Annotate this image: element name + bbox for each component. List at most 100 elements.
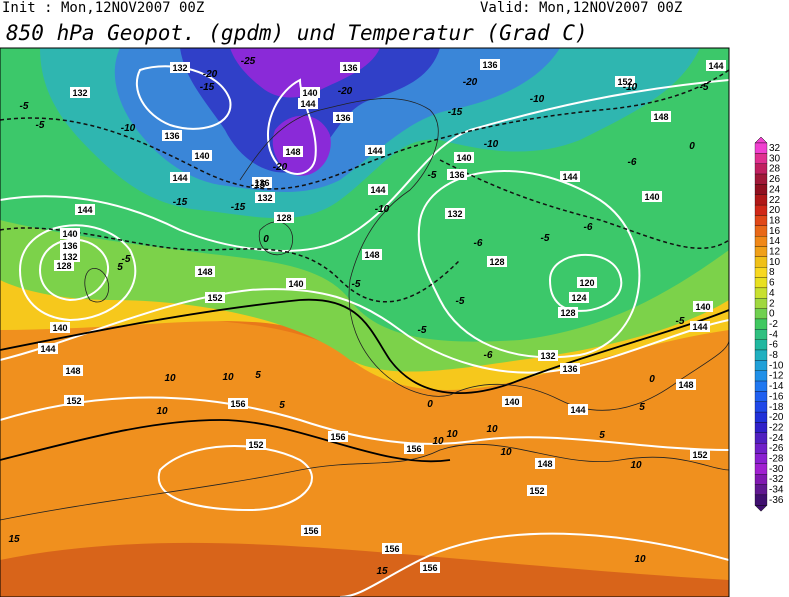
colorbar-label: -10 bbox=[769, 360, 784, 371]
colorbar-cell bbox=[754, 360, 768, 371]
colorbar-cell bbox=[754, 277, 768, 289]
temperature-label: -20 bbox=[273, 162, 288, 173]
geopotential-label: 148 bbox=[653, 112, 668, 122]
colorbar-cell bbox=[754, 225, 768, 237]
label-box bbox=[535, 458, 555, 469]
label-box bbox=[569, 292, 589, 303]
geopotential-label: 156 bbox=[422, 563, 437, 573]
temperature-label: -15 bbox=[448, 107, 463, 118]
colorbar-cell bbox=[754, 432, 768, 444]
colorbar-cell bbox=[754, 401, 768, 413]
temperature-label: -10 bbox=[530, 94, 545, 105]
label-box bbox=[75, 204, 95, 215]
label-box bbox=[480, 59, 500, 70]
geopotential-label: 156 bbox=[330, 432, 345, 442]
colorbar-label: 24 bbox=[769, 184, 781, 195]
temperature-label: -6 bbox=[584, 222, 593, 233]
temperature-label: 10 bbox=[156, 406, 168, 417]
hot-area bbox=[0, 542, 729, 597]
label-box bbox=[54, 260, 74, 271]
colorbar-label: 18 bbox=[769, 215, 781, 226]
colorbar-label: -30 bbox=[769, 464, 784, 475]
label-box bbox=[420, 562, 440, 573]
label-box bbox=[246, 439, 266, 450]
geopotential-label: 152 bbox=[692, 450, 707, 460]
label-box bbox=[560, 363, 580, 374]
colorbar-label: 30 bbox=[769, 153, 781, 164]
colorbar-cell bbox=[754, 474, 768, 485]
colorbar-cell bbox=[754, 422, 768, 433]
label-box bbox=[502, 396, 522, 407]
temperature-label: 5 bbox=[255, 370, 261, 381]
colorbar-label: 6 bbox=[769, 278, 775, 289]
label-box bbox=[298, 98, 318, 109]
colorbar-cell bbox=[754, 442, 768, 454]
label-box bbox=[447, 169, 467, 180]
temperature-label: -15 bbox=[251, 180, 266, 191]
geopotential-label: 144 bbox=[367, 146, 382, 156]
colorbar-cell bbox=[754, 318, 768, 330]
temperature-label: -5 bbox=[700, 82, 709, 93]
colorbar-cell bbox=[754, 494, 768, 506]
geopotential-label: 152 bbox=[207, 293, 222, 303]
geopotential-label: 148 bbox=[678, 380, 693, 390]
label-box bbox=[205, 292, 225, 303]
colorbar-label: -24 bbox=[769, 433, 784, 444]
colorbar-cell bbox=[754, 308, 768, 320]
colorbar-cell bbox=[754, 370, 768, 382]
geopotential-label: 124 bbox=[571, 293, 586, 303]
label-box bbox=[527, 485, 547, 496]
label-box bbox=[70, 87, 90, 98]
temperature-label: 10 bbox=[630, 460, 642, 471]
geopotential-label: 156 bbox=[303, 526, 318, 536]
label-box bbox=[382, 543, 402, 554]
geopotential-label: 136 bbox=[562, 364, 577, 374]
colorbar-label: 8 bbox=[769, 267, 775, 278]
label-box bbox=[60, 251, 80, 262]
colorbar-cell bbox=[754, 246, 768, 258]
temperature-label: -6 bbox=[484, 350, 493, 361]
label-box bbox=[368, 184, 388, 195]
geopotential-label: 136 bbox=[164, 131, 179, 141]
label-box bbox=[328, 431, 348, 442]
geopotential-label: 144 bbox=[300, 99, 315, 109]
temperature-label: -5 bbox=[352, 279, 361, 290]
temperature-label: -10 bbox=[375, 204, 390, 215]
label-box bbox=[362, 249, 382, 260]
geopotential-label: 132 bbox=[72, 88, 87, 98]
temperature-label: 5 bbox=[279, 400, 285, 411]
temperature-label: -20 bbox=[338, 86, 353, 97]
label-box bbox=[642, 191, 662, 202]
temperature-label: -10 bbox=[623, 82, 638, 93]
colorbar-cell bbox=[754, 463, 768, 475]
label-box bbox=[38, 343, 58, 354]
label-box bbox=[454, 152, 474, 163]
geopotential-label: 140 bbox=[302, 88, 317, 98]
label-box bbox=[60, 240, 80, 251]
colorbar-label: -36 bbox=[769, 495, 784, 506]
geopotential-label: 140 bbox=[456, 153, 471, 163]
geopotential-contours bbox=[0, 65, 729, 597]
colorbar-label: 16 bbox=[769, 226, 781, 237]
temperature-label: 10 bbox=[634, 554, 646, 565]
colorbar-label: -2 bbox=[769, 319, 778, 330]
geopotential-label: 132 bbox=[62, 252, 77, 262]
geopotential-label: 152 bbox=[617, 77, 632, 87]
label-box bbox=[64, 395, 84, 406]
colorbar-label: -32 bbox=[769, 474, 784, 485]
label-box bbox=[63, 365, 83, 376]
colorbar-label: 2 bbox=[769, 298, 775, 309]
geopotential-label: 136 bbox=[62, 241, 77, 251]
colorbar-cell bbox=[754, 298, 768, 309]
geopotential-label: 156 bbox=[230, 399, 245, 409]
colorbar-cell bbox=[754, 380, 768, 392]
label-box bbox=[560, 171, 580, 182]
colorbar-label: 20 bbox=[769, 205, 781, 216]
label-box bbox=[333, 112, 353, 123]
colorbar-cell bbox=[754, 235, 768, 247]
geopotential-label: 144 bbox=[77, 205, 92, 215]
colorbar-cell bbox=[754, 484, 768, 496]
colorbar-cell bbox=[754, 329, 768, 340]
geopotential-label: 152 bbox=[66, 396, 81, 406]
